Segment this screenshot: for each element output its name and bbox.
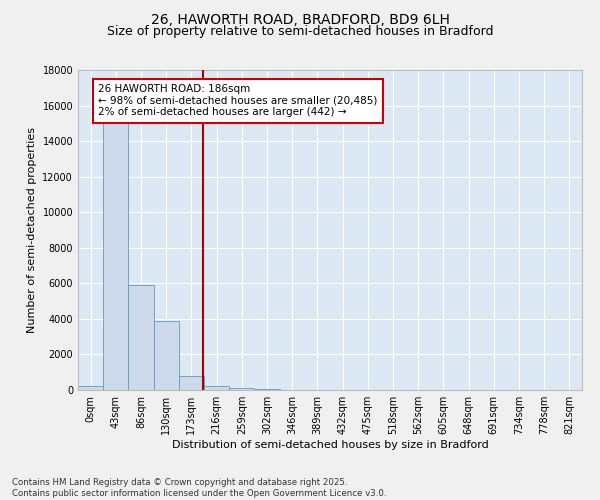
X-axis label: Distribution of semi-detached houses by size in Bradford: Distribution of semi-detached houses by …: [172, 440, 488, 450]
Bar: [78, 386, 103, 390]
Text: Contains HM Land Registry data © Crown copyright and database right 2025.
Contai: Contains HM Land Registry data © Crown c…: [12, 478, 386, 498]
Text: Size of property relative to semi-detached houses in Bradford: Size of property relative to semi-detach…: [107, 25, 493, 38]
Text: 26, HAWORTH ROAD, BRADFORD, BD9 6LH: 26, HAWORTH ROAD, BRADFORD, BD9 6LH: [151, 12, 449, 26]
Bar: [204, 386, 229, 390]
Bar: [179, 376, 204, 390]
Bar: [154, 320, 179, 390]
Bar: [103, 92, 128, 390]
Bar: [229, 388, 254, 390]
Y-axis label: Number of semi-detached properties: Number of semi-detached properties: [27, 127, 37, 333]
Bar: [128, 285, 154, 390]
Text: 26 HAWORTH ROAD: 186sqm
← 98% of semi-detached houses are smaller (20,485)
2% of: 26 HAWORTH ROAD: 186sqm ← 98% of semi-de…: [98, 84, 377, 117]
